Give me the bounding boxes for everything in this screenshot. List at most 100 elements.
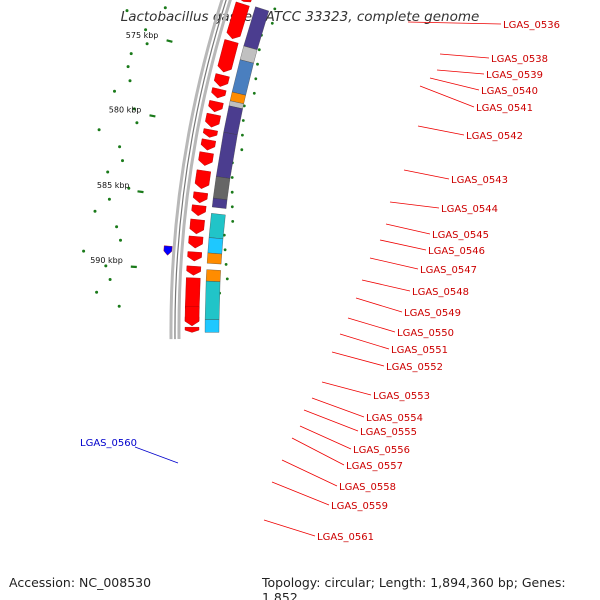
skew-dot xyxy=(242,104,246,108)
gc-dot xyxy=(82,249,86,253)
gc-dot xyxy=(117,304,121,308)
gene-features-group xyxy=(163,0,252,333)
skew-dot xyxy=(241,133,244,137)
skew-dot xyxy=(223,248,227,252)
skew-dot xyxy=(225,277,229,281)
skew-dot xyxy=(241,119,245,122)
gc-dot xyxy=(145,42,149,46)
cds-arrow xyxy=(184,306,200,327)
cds-arrow xyxy=(202,128,218,138)
label-leader xyxy=(385,223,431,235)
label-leader xyxy=(321,381,372,396)
scale-tick-label: 575 kbp xyxy=(126,31,159,40)
highlight-feature xyxy=(163,245,173,256)
gc-dots-group xyxy=(82,6,277,308)
label-leader xyxy=(311,397,365,418)
gene-label: LGAS_0536 xyxy=(503,20,560,31)
gc-dot xyxy=(97,128,101,132)
scale-tick xyxy=(166,39,173,43)
gene-label: LGAS_0561 xyxy=(317,532,374,543)
accession-text: Accession: NC_008530 xyxy=(9,575,152,590)
label-leaders-group xyxy=(134,21,502,537)
gene-label: LGAS_0541 xyxy=(476,103,533,114)
scale-tick-label: 585 kbp xyxy=(97,181,130,190)
gene-label: LGAS_0554 xyxy=(366,413,423,424)
label-leader xyxy=(347,317,396,333)
cds-arrow xyxy=(213,73,230,87)
skew-dot xyxy=(273,7,277,11)
gc-dot xyxy=(129,52,133,56)
cog-block xyxy=(204,280,221,320)
gene-label: LGAS_0544 xyxy=(441,204,498,215)
scale-tick xyxy=(137,190,144,194)
skew-dot xyxy=(224,263,228,266)
cds-arrow xyxy=(194,169,212,189)
gene-label: LGAS_0552 xyxy=(386,362,443,373)
label-leader xyxy=(369,257,419,270)
gc-dot xyxy=(121,159,124,163)
cds-arrow xyxy=(187,251,203,262)
gene-label: LGAS_0546 xyxy=(428,246,485,257)
label-leader xyxy=(439,53,490,59)
cds-arrow xyxy=(200,138,217,151)
label-leader xyxy=(331,351,385,367)
gc-dot xyxy=(135,121,139,125)
gc-dot xyxy=(119,238,122,242)
cog-block xyxy=(207,237,224,255)
gene-label: LGAS_0543 xyxy=(451,175,508,186)
label-leader xyxy=(271,481,330,506)
label-leader xyxy=(281,459,338,487)
label-leader xyxy=(263,519,316,537)
gene-label: LGAS_0559 xyxy=(331,501,388,512)
gene-labels-group: LGAS_0536 LGAS_0538 LGAS_0539 LGAS_0540 LGAS… xyxy=(80,20,560,543)
scale-tick xyxy=(149,114,156,118)
cog-block xyxy=(205,269,221,282)
cds-arrow xyxy=(198,151,214,166)
cds-arrow xyxy=(240,0,252,3)
label-leader xyxy=(407,21,502,25)
skew-dot xyxy=(230,176,234,179)
gc-dot xyxy=(144,28,148,32)
gc-dot xyxy=(104,264,108,268)
gene-label: LGAS_0551 xyxy=(391,345,448,356)
cds-arrow xyxy=(184,327,200,333)
gene-label: LGAS_0550 xyxy=(397,328,454,339)
gene-label: LGAS_0556 xyxy=(353,445,410,456)
skew-dot xyxy=(252,91,256,95)
cog-block xyxy=(212,197,228,209)
label-leader xyxy=(355,297,403,313)
gc-dot xyxy=(127,186,131,190)
gene-label: LGAS_0547 xyxy=(420,265,477,276)
cog-block xyxy=(243,6,269,50)
cds-arrow xyxy=(188,235,204,249)
cog-block xyxy=(206,252,222,265)
cog-block xyxy=(204,319,220,333)
backbone-arc xyxy=(174,0,227,340)
label-leader xyxy=(429,77,480,91)
topology-text: Topology: circular; Length: 1,894,360 bp… xyxy=(262,575,566,600)
skew-dot xyxy=(222,233,226,237)
map-title: Lactobacillus gasseri ATCC 33323, comple… xyxy=(120,9,480,25)
gc-dot xyxy=(113,89,116,93)
cds-arrow xyxy=(226,1,250,40)
skew-dot xyxy=(270,21,274,25)
gene-label: LGAS_0542 xyxy=(466,131,523,142)
skew-dot xyxy=(231,220,235,223)
label-leader xyxy=(389,201,440,209)
gc-dot xyxy=(118,145,122,149)
backbone-arc-group xyxy=(169,0,232,340)
gene-label: LGAS_0539 xyxy=(486,70,543,81)
scale-tick-label: 590 kbp xyxy=(90,256,123,265)
scale-tick-label: 580 kbp xyxy=(109,105,142,114)
gene-label: LGAS_0540 xyxy=(481,86,538,97)
cog-block xyxy=(213,176,231,200)
cds-arrow xyxy=(205,112,221,128)
skew-dot xyxy=(230,205,234,209)
gene-label: LGAS_0557 xyxy=(346,461,403,472)
gene-label: LGAS_0558 xyxy=(339,482,396,493)
gene-label: LGAS_0545 xyxy=(432,230,489,241)
gc-dot xyxy=(132,107,136,111)
backbone-arc xyxy=(177,0,232,340)
